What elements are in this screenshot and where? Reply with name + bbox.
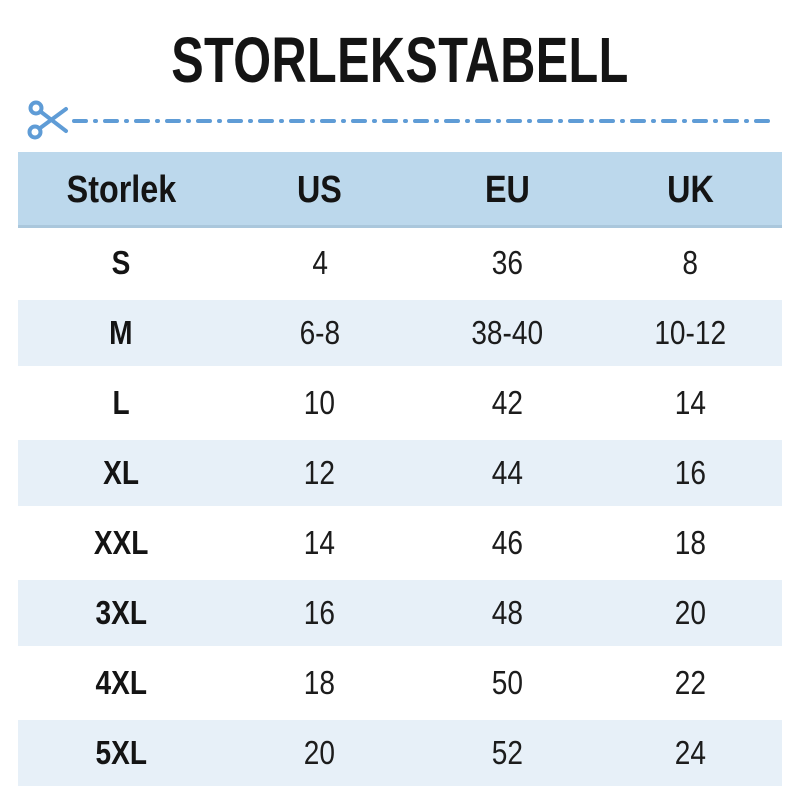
scissors-icon [27, 100, 68, 140]
column-header-storlek: Storlek [18, 169, 224, 212]
table-row-xxl: XXL 14 46 18 [18, 508, 782, 578]
size-label-cell: M [18, 314, 224, 352]
eu-size-cell: 52 [415, 734, 598, 772]
eu-size-value: 50 [491, 664, 523, 701]
cut-line-divider [26, 99, 774, 143]
table-row-l: L 10 42 14 [18, 368, 782, 438]
column-header-us: US [224, 169, 415, 212]
uk-size-value: 10-12 [654, 314, 727, 351]
eu-size-cell: 48 [415, 594, 598, 632]
uk-size-cell: 18 [599, 524, 782, 562]
column-header-text: UK [666, 168, 714, 211]
size-label: XL [103, 454, 140, 491]
size-label-cell: L [18, 384, 224, 422]
eu-size-value: 46 [491, 524, 523, 561]
us-size-value: 16 [304, 594, 336, 631]
us-size-cell: 20 [224, 734, 415, 772]
uk-size-value: 14 [674, 384, 706, 421]
eu-size-cell: 44 [415, 454, 598, 492]
us-size-cell: 18 [224, 664, 415, 702]
uk-size-value: 18 [674, 524, 706, 561]
table-row-s: S 4 36 8 [18, 228, 782, 298]
us-size-value: 14 [304, 524, 336, 561]
uk-size-cell: 14 [599, 384, 782, 422]
table-header-row: Storlek US EU UK [18, 152, 782, 228]
size-label-cell: S [18, 244, 224, 282]
us-size-cell: 16 [224, 594, 415, 632]
us-size-cell: 12 [224, 454, 415, 492]
us-size-cell: 14 [224, 524, 415, 562]
eu-size-cell: 46 [415, 524, 598, 562]
uk-size-cell: 10-12 [599, 314, 782, 352]
us-size-value: 10 [304, 384, 336, 421]
uk-size-value: 24 [674, 734, 706, 771]
page-title-text: STORLEKSTABELL [171, 24, 629, 96]
eu-size-cell: 36 [415, 244, 598, 282]
column-header-uk: UK [599, 169, 782, 212]
size-label-cell: XL [18, 454, 224, 492]
uk-size-value: 20 [674, 594, 706, 631]
eu-size-value: 38-40 [471, 314, 543, 351]
size-label-cell: 3XL [18, 594, 224, 632]
us-size-value: 12 [304, 454, 336, 491]
table-row-3xl: 3XL 16 48 20 [18, 578, 782, 648]
table-row-m: M 6-8 38-40 10-12 [18, 298, 782, 368]
eu-size-cell: 38-40 [415, 314, 598, 352]
us-size-cell: 10 [224, 384, 415, 422]
uk-size-cell: 20 [599, 594, 782, 632]
size-label: 4XL [95, 664, 147, 701]
column-header-eu: EU [415, 169, 598, 212]
size-label: XXL [93, 524, 149, 561]
size-label: S [111, 244, 131, 281]
eu-size-value: 44 [491, 454, 523, 491]
uk-size-value: 8 [682, 244, 699, 281]
column-header-text: US [297, 168, 343, 211]
uk-size-cell: 8 [599, 244, 782, 282]
column-header-text: EU [484, 168, 530, 211]
table-row-4xl: 4XL 18 50 22 [18, 648, 782, 718]
size-label: M [109, 314, 133, 351]
eu-size-value: 52 [491, 734, 523, 771]
us-size-value: 4 [311, 244, 328, 281]
us-size-value: 18 [304, 664, 336, 701]
size-label: 3XL [95, 594, 147, 631]
eu-size-value: 36 [491, 244, 523, 281]
us-size-value: 20 [304, 734, 336, 771]
size-label-cell: 5XL [18, 734, 224, 772]
table-row-xl: XL 12 44 16 [18, 438, 782, 508]
size-label: L [112, 384, 130, 421]
size-label-cell: XXL [18, 524, 224, 562]
uk-size-cell: 22 [599, 664, 782, 702]
column-header-text: Storlek [66, 168, 176, 211]
size-table: Storlek US EU UK S 4 36 8 M 6-8 38-40 10… [18, 152, 782, 788]
eu-size-value: 42 [491, 384, 523, 421]
size-label-cell: 4XL [18, 664, 224, 702]
table-row-5xl: 5XL 20 52 24 [18, 718, 782, 788]
us-size-cell: 6-8 [224, 314, 415, 352]
us-size-value: 6-8 [299, 314, 341, 351]
eu-size-cell: 42 [415, 384, 598, 422]
uk-size-cell: 24 [599, 734, 782, 772]
uk-size-value: 22 [674, 664, 706, 701]
eu-size-value: 48 [491, 594, 523, 631]
size-label: 5XL [95, 734, 147, 771]
uk-size-value: 16 [674, 454, 706, 491]
eu-size-cell: 50 [415, 664, 598, 702]
uk-size-cell: 16 [599, 454, 782, 492]
page-title: STORLEKSTABELL [0, 28, 800, 92]
us-size-cell: 4 [224, 244, 415, 282]
